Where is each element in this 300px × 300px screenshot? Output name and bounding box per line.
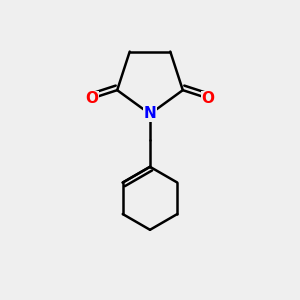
Text: N: N: [144, 106, 156, 122]
Text: O: O: [85, 91, 99, 106]
Text: O: O: [201, 91, 214, 106]
